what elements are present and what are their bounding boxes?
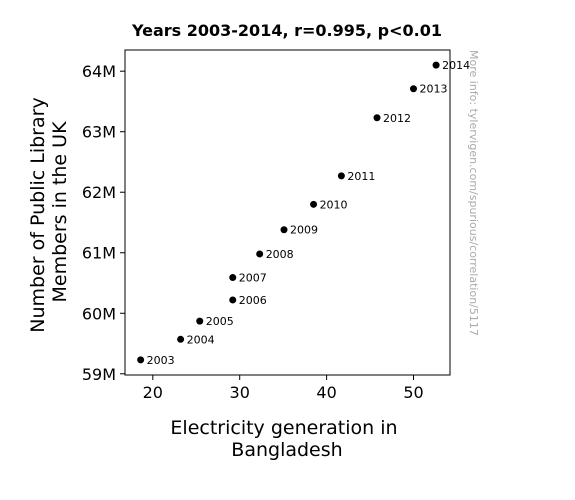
y-tick-label: 61M: [82, 244, 116, 263]
data-point-label: 2009: [290, 224, 318, 237]
data-point-label: 2007: [239, 272, 267, 285]
watermark: More info: tylervigen.com/spurious/corre…: [467, 50, 480, 336]
data-point-label: 2012: [383, 112, 411, 125]
plot-frame: [124, 49, 451, 376]
data-point-label: 2014: [442, 59, 470, 72]
data-point: [337, 172, 345, 180]
data-point: [432, 61, 440, 69]
data-point: [410, 85, 418, 93]
data-point-label: 2003: [147, 354, 175, 367]
data-point: [229, 274, 237, 282]
data-point: [137, 356, 145, 364]
x-axis-label: Electricity generation in Bangladesh: [170, 417, 403, 461]
y-axis-label-line-2: Members in the UK: [49, 121, 71, 303]
x-tick-label: 20: [143, 383, 163, 402]
x-tick-label: 50: [403, 383, 423, 402]
data-point-label: 2008: [266, 248, 294, 261]
data-point: [229, 296, 237, 304]
data-point-label: 2010: [320, 198, 348, 211]
y-axis-label: Number of Public Library Members in the …: [27, 91, 71, 332]
y-tick-label: 62M: [82, 183, 116, 202]
data-point: [196, 317, 204, 325]
data-point-label: 2006: [239, 294, 267, 307]
data-point-label: 2011: [347, 170, 375, 183]
chart-title: Years 2003-2014, r=0.995, p<0.01: [131, 21, 442, 40]
y-tick-label: 63M: [82, 123, 116, 142]
data-point-label: 2005: [206, 315, 234, 328]
x-tick-label: 40: [316, 383, 336, 402]
y-axis-label-line-1: Number of Public Library: [27, 97, 49, 332]
data-point: [280, 226, 288, 234]
y-tick-label: 60M: [82, 304, 116, 323]
data-point: [373, 114, 381, 122]
data-point: [177, 335, 185, 343]
data-point: [310, 200, 318, 208]
y-tick-label: 59M: [82, 365, 116, 384]
data-point: [256, 250, 264, 258]
data-point-label: 2013: [420, 83, 448, 96]
x-axis-label-line-2: Bangladesh: [231, 439, 342, 461]
x-axis-label-line-1: Electricity generation in: [170, 417, 397, 439]
data-point-label: 2004: [187, 333, 215, 346]
plot-area: 20 30 40 50 59M 60M 61M 62M 63M 64M 2003 2004 2005 20…: [82, 49, 470, 402]
x-tick-label: 30: [230, 383, 250, 402]
y-tick-label: 64M: [82, 62, 116, 81]
